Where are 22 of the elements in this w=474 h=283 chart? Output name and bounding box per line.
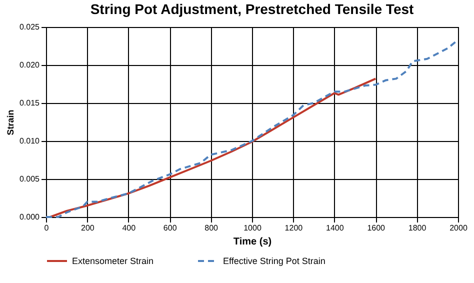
legend-label: Extensometer Strain <box>72 256 154 266</box>
x-tick-label: 800 <box>204 224 219 232</box>
x-tick-label: 1200 <box>284 224 304 232</box>
y-axis-title: Strain <box>5 110 16 136</box>
x-tick-label: 2000 <box>450 224 468 232</box>
y-tick-label: 0.020 <box>19 60 40 70</box>
y-tick-label: 0.005 <box>19 174 40 184</box>
x-tick-label: 1800 <box>408 224 427 232</box>
x-tick-label: 1000 <box>244 224 262 232</box>
y-tick-label: 0.000 <box>19 212 40 222</box>
x-tick-label: 400 <box>122 224 136 232</box>
y-tick-label: 0.015 <box>19 98 40 108</box>
x-tick-label: 200 <box>81 224 95 232</box>
x-tick-label: 1600 <box>367 224 386 232</box>
x-axis-title: Time (s) <box>233 236 272 248</box>
x-tick-label: 600 <box>163 224 178 232</box>
x-tick-label: 1400 <box>326 224 344 232</box>
x-tick-label: 0 <box>44 224 50 232</box>
y-tick-label: 0.010 <box>19 136 40 146</box>
chart-title: String Pot Adjustment, Prestretched Tensile Test <box>90 1 414 17</box>
y-tick-label: 0.025 <box>19 22 40 32</box>
legend-label: Effective String Pot Strain <box>223 256 326 266</box>
